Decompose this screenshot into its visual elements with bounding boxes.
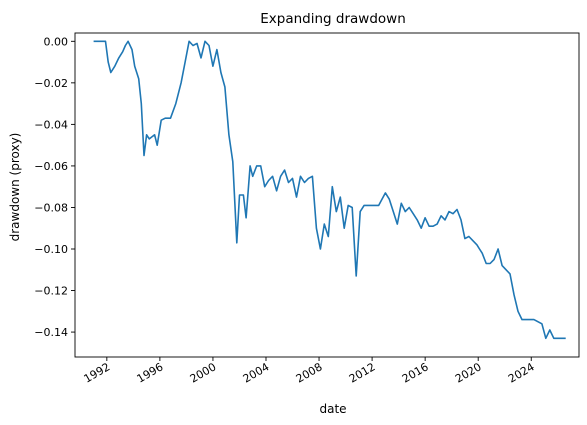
- y-tick-label: −0.06: [34, 160, 68, 173]
- x-tick-label: 2016: [400, 360, 431, 385]
- plot-frame: [74, 32, 580, 358]
- x-tick-label: 2004: [241, 360, 272, 385]
- x-axis-label: date: [319, 402, 346, 416]
- series-line: [93, 40, 566, 340]
- y-axis-label: drawdown (proxy): [8, 133, 22, 242]
- y-tick-label: 0.00: [44, 35, 69, 48]
- y-tick-label: −0.10: [34, 243, 68, 256]
- x-tick-label: 2020: [453, 360, 484, 385]
- y-tick-label: −0.14: [34, 326, 68, 339]
- y-axis: 0.00 −0.02 −0.04 −0.06 −0.08 −0.10 −0.12 −0.14: [34, 35, 75, 339]
- x-tick-label: 2012: [347, 360, 378, 385]
- x-tick-label: 2008: [294, 360, 325, 385]
- x-axis: 1992 1996 2000 2004 2008 2012 2016 2020 2024: [82, 357, 537, 386]
- x-tick-label: 2024: [506, 360, 537, 385]
- y-tick-label: −0.04: [34, 118, 68, 131]
- x-tick-label: 2000: [188, 360, 219, 385]
- y-tick-label: −0.12: [34, 285, 68, 298]
- x-tick-label: 1996: [135, 360, 166, 385]
- chart-title: Expanding drawdown: [260, 11, 406, 27]
- plot-area: [74, 32, 580, 358]
- y-tick-label: −0.08: [34, 201, 68, 214]
- y-tick-label: −0.02: [34, 77, 68, 90]
- x-tick-label: 1992: [82, 360, 113, 385]
